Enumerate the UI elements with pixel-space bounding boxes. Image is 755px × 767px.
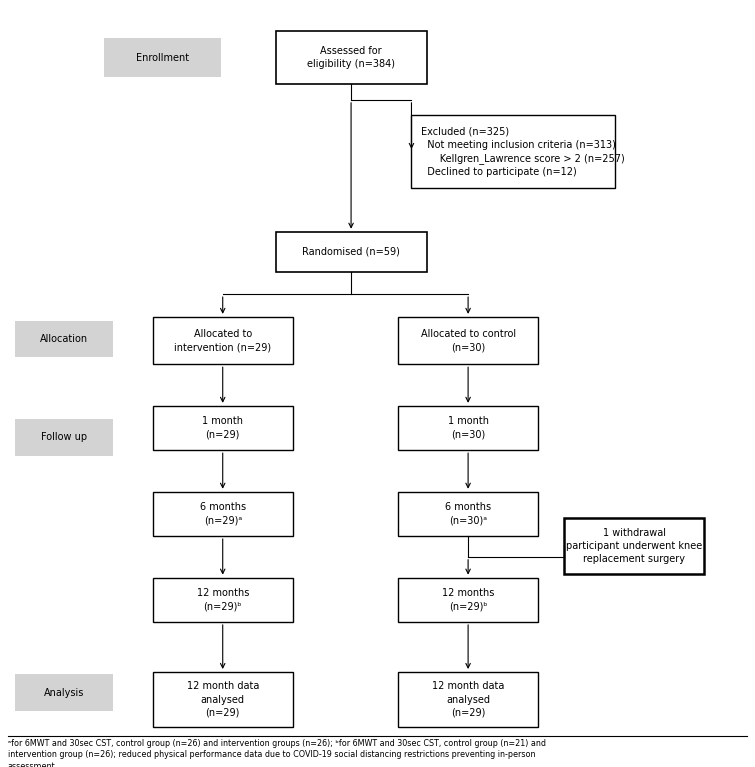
Text: 12 month data
analysed
(n=29): 12 month data analysed (n=29) xyxy=(432,681,504,718)
Text: Assessed for
eligibility (n=384): Assessed for eligibility (n=384) xyxy=(307,46,395,69)
Text: Randomised (n=59): Randomised (n=59) xyxy=(302,246,400,257)
Text: Allocation: Allocation xyxy=(40,334,88,344)
Text: Follow up: Follow up xyxy=(41,432,88,443)
Text: 12 month data
analysed
(n=29): 12 month data analysed (n=29) xyxy=(186,681,259,718)
Text: Excluded (n=325)
  Not meeting inclusion criteria (n=313)
      Kellgren_Lawrenc: Excluded (n=325) Not meeting inclusion c… xyxy=(421,127,624,177)
FancyBboxPatch shape xyxy=(153,406,292,450)
Text: 1 withdrawal
participant underwent knee
replacement surgery: 1 withdrawal participant underwent knee … xyxy=(566,528,702,565)
Text: 6 months
(n=30)ᵃ: 6 months (n=30)ᵃ xyxy=(445,502,492,525)
FancyBboxPatch shape xyxy=(104,38,220,77)
Text: 1 month
(n=30): 1 month (n=30) xyxy=(448,416,488,439)
Text: 6 months
(n=29)ᵃ: 6 months (n=29)ᵃ xyxy=(199,502,246,525)
FancyBboxPatch shape xyxy=(153,317,292,364)
FancyBboxPatch shape xyxy=(15,321,113,357)
FancyBboxPatch shape xyxy=(276,31,427,84)
Text: Enrollment: Enrollment xyxy=(136,52,189,63)
Text: Allocated to control
(n=30): Allocated to control (n=30) xyxy=(421,329,516,352)
FancyBboxPatch shape xyxy=(153,578,292,622)
FancyBboxPatch shape xyxy=(399,406,538,450)
Text: Allocated to
intervention (n=29): Allocated to intervention (n=29) xyxy=(174,329,271,352)
FancyBboxPatch shape xyxy=(411,115,615,189)
FancyBboxPatch shape xyxy=(276,232,427,272)
FancyBboxPatch shape xyxy=(399,492,538,536)
FancyBboxPatch shape xyxy=(153,672,292,727)
Text: Analysis: Analysis xyxy=(44,687,85,698)
FancyBboxPatch shape xyxy=(153,492,292,536)
FancyBboxPatch shape xyxy=(564,518,704,574)
FancyBboxPatch shape xyxy=(399,578,538,622)
FancyBboxPatch shape xyxy=(15,419,113,456)
FancyBboxPatch shape xyxy=(15,674,113,711)
Text: ᵃfor 6MWT and 30sec CST, control group (n=26) and intervention groups (n=26); ᵇf: ᵃfor 6MWT and 30sec CST, control group (… xyxy=(8,739,546,767)
Text: 1 month
(n=29): 1 month (n=29) xyxy=(202,416,243,439)
Text: 12 months
(n=29)ᵇ: 12 months (n=29)ᵇ xyxy=(196,588,249,611)
FancyBboxPatch shape xyxy=(399,672,538,727)
Text: 12 months
(n=29)ᵇ: 12 months (n=29)ᵇ xyxy=(442,588,495,611)
FancyBboxPatch shape xyxy=(399,317,538,364)
